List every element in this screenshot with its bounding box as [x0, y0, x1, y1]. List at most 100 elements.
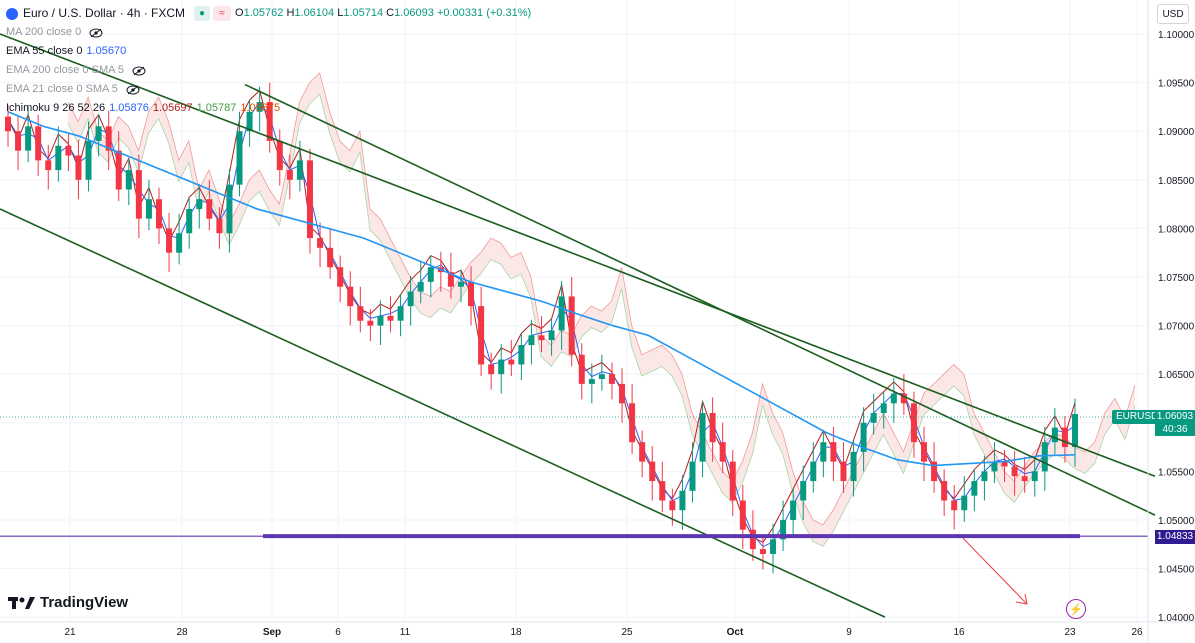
- symbol-icon: [6, 7, 18, 20]
- wave-icon[interactable]: ≈: [213, 6, 232, 21]
- candle-body: [840, 461, 847, 482]
- indicator-ma200[interactable]: MA 200 close 0: [6, 23, 531, 42]
- candle-body: [75, 155, 82, 180]
- current-price-label: 1.06093 40:36: [1155, 410, 1195, 436]
- lightning-icon[interactable]: ⚡: [1066, 599, 1086, 619]
- candle-body: [820, 442, 827, 462]
- time-tick-label: 9: [846, 627, 852, 638]
- candle-body: [880, 403, 887, 414]
- time-tick-label: 21: [64, 627, 76, 638]
- candle-body: [145, 199, 152, 219]
- candle-body: [347, 286, 354, 307]
- tradingview-logo[interactable]: TradingView: [8, 594, 128, 611]
- channel-line: [244, 83, 1156, 516]
- channel-line: [0, 33, 1156, 477]
- time-tick-label: 18: [510, 627, 522, 638]
- candle-body: [770, 539, 777, 554]
- candle-body: [910, 403, 917, 443]
- time-tick-label: 16: [953, 627, 965, 638]
- candle-body: [1031, 471, 1038, 482]
- indicator-ema21[interactable]: EMA 21 close 0 SMA 5: [6, 80, 531, 99]
- candlesticks: [5, 82, 1078, 574]
- tradingview-logo-icon: [8, 596, 35, 609]
- currency-selector[interactable]: USD: [1157, 4, 1189, 24]
- candle-body: [1041, 442, 1048, 472]
- candle-body: [397, 306, 404, 321]
- candle-body: [176, 233, 183, 253]
- price-tick-label: 1.08500: [1158, 176, 1195, 187]
- candle-body: [1072, 414, 1078, 448]
- candle-body: [226, 184, 233, 234]
- candle-body: [15, 131, 22, 151]
- candle-body: [598, 374, 605, 380]
- eye-hidden-icon[interactable]: [126, 85, 140, 95]
- ema55-path: [7, 111, 1076, 467]
- price-tick-label: 1.10000: [1158, 30, 1195, 41]
- price-tick-label: 1.09000: [1158, 127, 1195, 138]
- candle-body: [166, 228, 173, 253]
- candle-body: [105, 126, 112, 151]
- candle-body: [659, 481, 666, 501]
- ema55-line: [7, 111, 1076, 467]
- candle-body: [468, 281, 475, 307]
- candle-body: [236, 131, 243, 185]
- cloud-area: [68, 72, 1135, 547]
- candle-body: [568, 296, 575, 355]
- candle-body: [900, 393, 907, 404]
- eye-hidden-icon[interactable]: [89, 28, 103, 38]
- symbol-title[interactable]: Euro / U.S. Dollar · 4h · FXCM: [23, 6, 186, 20]
- candle-body: [478, 306, 485, 365]
- candle-body: [528, 335, 535, 346]
- price-tick-label: 1.08000: [1158, 224, 1195, 235]
- support-price-label: 1.04833: [1155, 530, 1195, 544]
- price-tick-label: 1.09500: [1158, 79, 1195, 90]
- candle-body: [850, 451, 857, 482]
- candle-body: [739, 500, 746, 530]
- eye-hidden-icon[interactable]: [132, 66, 146, 76]
- candle-body: [709, 413, 716, 443]
- channel-lines: [0, 33, 1156, 618]
- candle-body: [1021, 476, 1028, 482]
- time-tick-label: 28: [176, 627, 188, 638]
- symbol-price-tag: EURUSD: [1112, 410, 1163, 424]
- candle-body: [65, 145, 72, 156]
- indicator-ema200[interactable]: EMA 200 close 0 SMA 5: [6, 61, 531, 80]
- candle-body: [679, 490, 686, 511]
- candle-body: [256, 102, 263, 112]
- candle-body: [186, 208, 193, 234]
- candle-body: [810, 461, 817, 482]
- chart-grid: [0, 0, 1148, 622]
- time-tick-label: 6: [335, 627, 341, 638]
- candle-body: [790, 500, 797, 520]
- time-tick-label: 11: [400, 627, 411, 638]
- candle-body: [276, 140, 283, 171]
- candle-body: [377, 315, 384, 326]
- candle-body: [830, 442, 837, 462]
- time-tick-label: 26: [1131, 627, 1143, 638]
- arrow-shaft: [962, 537, 1027, 604]
- candle-body: [35, 126, 42, 161]
- candle-body: [538, 335, 545, 341]
- candle-body: [639, 442, 646, 462]
- market-status-icon[interactable]: ●: [194, 6, 211, 21]
- time-tick-label: 25: [621, 627, 633, 638]
- tradingview-logo-text: TradingView: [40, 594, 129, 611]
- candle-body: [991, 461, 998, 472]
- candle-body: [800, 481, 807, 501]
- candle-body: [286, 170, 293, 180]
- candle-body: [548, 330, 555, 341]
- candle-body: [488, 364, 495, 375]
- indicator-ema55[interactable]: EMA 55 close 0 1.05670: [6, 45, 127, 57]
- candle-body: [588, 379, 595, 384]
- candle-body: [669, 500, 676, 511]
- candle-body: [649, 461, 656, 482]
- candle-body: [1011, 466, 1018, 477]
- candle-body: [296, 160, 303, 180]
- candle-body: [1051, 427, 1058, 443]
- candle-body: [759, 549, 766, 554]
- candle-body: [1001, 461, 1008, 467]
- indicator-ichimoku[interactable]: Ichimoku 9 26 52 26 1.05876 1.05697 1.05…: [6, 102, 281, 114]
- price-tick-label: 1.05500: [1158, 467, 1195, 478]
- candle-body: [367, 320, 374, 326]
